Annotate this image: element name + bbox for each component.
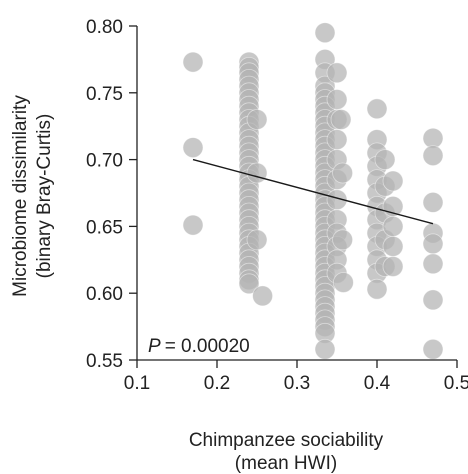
axes-layer — [136, 26, 457, 361]
x-axis-title-line2: (mean HWI) — [235, 453, 337, 474]
y-tick-label: 0.75 — [86, 84, 123, 105]
data-point — [332, 272, 354, 293]
data-point — [246, 162, 268, 184]
trend-layer — [192, 158, 434, 225]
data-point — [374, 149, 396, 171]
data-point — [252, 285, 274, 307]
y-tick-label: 0.70 — [86, 151, 123, 172]
data-point — [182, 51, 204, 73]
data-point — [422, 289, 444, 311]
data-point — [314, 22, 336, 44]
data-point — [246, 229, 268, 251]
x-tick-label: 0.3 — [284, 373, 310, 394]
data-point — [382, 215, 404, 237]
data-point — [366, 98, 388, 120]
data-point — [422, 127, 444, 149]
p-value-text: = 0.00020 — [165, 336, 250, 357]
data-point — [332, 162, 354, 184]
data-point — [330, 109, 352, 130]
ticks-layer: 0.1 0.2 0.3 0.4 0.5 0.55 0.60 0.65 0.70 0.75 0.80 — [86, 17, 468, 394]
y-tick-label: 0.55 — [86, 351, 123, 372]
data-point — [326, 89, 348, 110]
x-tick-label: 0.2 — [204, 373, 230, 394]
data-point — [238, 273, 260, 295]
p-value-annotation: P = 0.00020 — [148, 336, 250, 357]
data-point — [326, 62, 348, 84]
y-tick-label: 0.65 — [86, 217, 123, 238]
data-point — [422, 338, 444, 360]
data-point — [382, 170, 404, 192]
y-tick-label: 0.80 — [86, 17, 123, 38]
x-tick-label: 0.5 — [444, 373, 468, 394]
x-tick-label: 0.4 — [364, 373, 391, 394]
data-point — [422, 253, 444, 275]
y-axis-title-line1: Microbiome dissimilarity — [10, 95, 31, 297]
data-point — [314, 338, 336, 360]
data-point — [422, 145, 444, 167]
data-point — [422, 191, 444, 213]
data-point — [182, 214, 204, 236]
points-layer — [182, 22, 444, 360]
data-point — [182, 137, 204, 159]
p-value-symbol: P — [148, 336, 161, 357]
data-point — [246, 109, 268, 130]
trend-line — [192, 158, 434, 225]
data-point — [382, 235, 404, 257]
data-point — [366, 278, 388, 300]
data-point — [332, 229, 354, 251]
data-point — [382, 256, 404, 277]
y-tick-label: 0.60 — [86, 284, 123, 305]
y-axis-title-line2: (binary Bray-Curtis) — [34, 114, 55, 279]
data-point — [422, 233, 444, 255]
x-axis-title-line1: Chimpanzee sociability — [189, 430, 384, 451]
x-tick-label: 0.1 — [124, 373, 150, 394]
data-point — [326, 129, 348, 151]
